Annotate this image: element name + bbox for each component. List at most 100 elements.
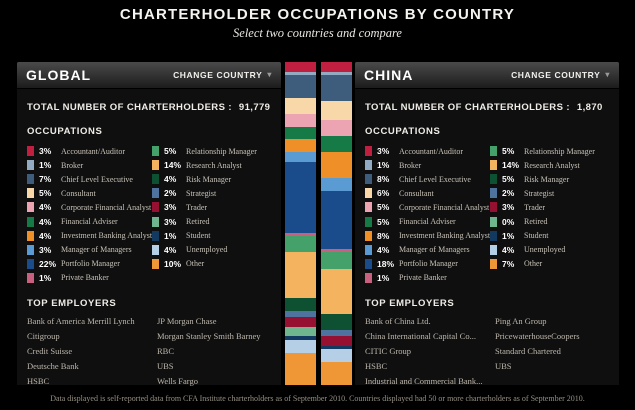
- bar-segment: [284, 310, 316, 318]
- bar-segment: [320, 362, 352, 385]
- employer-item: RBC: [157, 345, 175, 356]
- bar-segment: [284, 252, 316, 298]
- legend-label: Relationship Manager: [186, 146, 257, 156]
- legend-item: 1% Student: [490, 229, 609, 243]
- bar-segment: [320, 349, 352, 363]
- legend-swatch: [152, 244, 159, 255]
- legend-item: 5% Financial Adviser: [365, 214, 490, 228]
- bar-segment: [284, 126, 316, 140]
- legend-swatch: [365, 160, 372, 171]
- legend-percent: 3%: [39, 146, 52, 157]
- bar-segment: [320, 346, 352, 350]
- bar-segment: [284, 97, 316, 114]
- legend-percent: 1%: [39, 160, 52, 171]
- legend-percent: 6%: [377, 188, 390, 199]
- legend-swatch: [365, 230, 372, 241]
- legend-swatch: [152, 258, 159, 269]
- employer-item: Bank of America Merrill Lynch: [27, 315, 135, 326]
- legend-percent: 1%: [377, 160, 390, 171]
- bar-segment: [284, 297, 316, 311]
- top-employers-heading: TOP EMPLOYERS: [365, 297, 455, 309]
- employer-item: Wells Fargo: [157, 375, 198, 386]
- legend-percent: 1%: [39, 272, 52, 283]
- top-employers-list: Bank of China Ltd. China International Ca…: [365, 316, 609, 391]
- legend-item: 5% Corporate Financial Analyst: [365, 200, 490, 214]
- legend-percent: 3%: [502, 202, 515, 213]
- employer-item: HSBC: [365, 360, 388, 371]
- legend-percent: 5%: [377, 216, 390, 227]
- legend-swatch: [490, 216, 497, 227]
- legend-percent: 2%: [502, 188, 515, 199]
- legend-label: Retired: [186, 217, 210, 227]
- legend-item: 14% Research Analyst: [490, 158, 609, 172]
- legend-percent: 4%: [164, 174, 177, 185]
- country-name: GLOBAL: [26, 67, 92, 83]
- legend-item: 5% Relationship Manager: [152, 144, 271, 158]
- legend-percent: 7%: [39, 174, 52, 185]
- bar-segment: [284, 339, 316, 353]
- change-country-button[interactable]: CHANGE COUNTRY ▾: [173, 70, 272, 80]
- bar-segment: [284, 233, 316, 237]
- legend-label: Manager of Managers: [61, 245, 132, 255]
- legend-item: 3% Accountant/Auditor: [365, 144, 490, 158]
- employer-item: CITIC Group: [365, 345, 412, 356]
- legend-label: Investment Banking Analyst: [61, 231, 153, 241]
- legend-label: Private Banker: [399, 273, 447, 283]
- legend-label: Corporate Financial Analyst: [399, 202, 490, 212]
- legend-label: Private Banker: [61, 273, 109, 283]
- panel-header: GLOBAL CHANGE COUNTRY ▾: [17, 62, 281, 89]
- bar-segment: [284, 74, 316, 98]
- legend-item: 4% Risk Manager: [152, 172, 271, 186]
- legend-percent: 4%: [39, 202, 52, 213]
- legend-swatch: [27, 216, 34, 227]
- legend-label: Portfolio Manager: [399, 259, 458, 269]
- employer-item: Ping An Group: [495, 315, 547, 326]
- legend-item: 0% Retired: [490, 214, 609, 228]
- legend-label: Student: [524, 231, 549, 241]
- main-content: GLOBAL CHANGE COUNTRY ▾ TOTAL NUMBER OF …: [17, 62, 619, 386]
- legend-percent: 3%: [164, 216, 177, 227]
- legend-swatch: [365, 272, 372, 283]
- country-panel-china: CHINA CHANGE COUNTRY ▾ TOTAL NUMBER OF C…: [355, 62, 619, 386]
- legend-swatch: [490, 202, 497, 213]
- bar-segment: [284, 113, 316, 127]
- legend-label: Student: [186, 231, 211, 241]
- legend-percent: 18%: [377, 258, 395, 269]
- legend-item: 10% Other: [152, 257, 271, 271]
- page-title: CHARTERHOLDER OCCUPATIONS BY COUNTRY: [119, 6, 516, 23]
- legend-column-1: 3% Accountant/Auditor 1% Broker 7% Chief Leve…: [27, 144, 152, 285]
- bar-segment: [284, 326, 316, 337]
- change-country-button[interactable]: CHANGE COUNTRY ▾: [511, 70, 610, 80]
- legend-swatch: [490, 258, 497, 269]
- legend-item: 5% Consultant: [27, 186, 152, 200]
- bar-segment: [284, 317, 316, 327]
- legend-label: Manager of Managers: [399, 245, 470, 255]
- legend-swatch: [490, 160, 497, 171]
- legend-swatch: [490, 188, 497, 199]
- legend-item: 7% Other: [490, 257, 609, 271]
- legend-label: Risk Manager: [524, 174, 570, 184]
- legend-column-2: 5% Relationship Manager 14% Research Analys…: [490, 144, 609, 285]
- bar-segment: [320, 268, 352, 314]
- legend-swatch: [27, 258, 34, 269]
- bar-segment: [320, 336, 352, 347]
- employer-item: JP Morgan Chase: [157, 315, 217, 326]
- bar-segment: [284, 71, 316, 75]
- legend-percent: 5%: [502, 146, 515, 157]
- legend-percent: 1%: [377, 272, 390, 283]
- legend-label: Chief Level Executive: [399, 174, 471, 184]
- total-value: 1,870: [576, 102, 603, 113]
- legend-item: 4% Unemployed: [490, 243, 609, 257]
- employer-item: China International Capital Co...: [365, 330, 476, 341]
- legend-label: Financial Adviser: [399, 217, 456, 227]
- total-value: 91,779: [238, 102, 271, 113]
- total-label: TOTAL NUMBER OF CHARTERHOLDERS :: [365, 102, 570, 113]
- bar-segment: [320, 249, 352, 253]
- total-charterholders: TOTAL NUMBER OF CHARTERHOLDERS : 1,870: [365, 102, 609, 113]
- legend-label: Relationship Manager: [524, 146, 595, 156]
- legend-item: 3% Retired: [152, 214, 271, 228]
- legend-item: 2% Strategist: [490, 186, 609, 200]
- footnote: Data displayed is self-reported data fro…: [50, 394, 585, 403]
- legend-percent: 14%: [502, 160, 520, 171]
- legend-swatch: [365, 216, 372, 227]
